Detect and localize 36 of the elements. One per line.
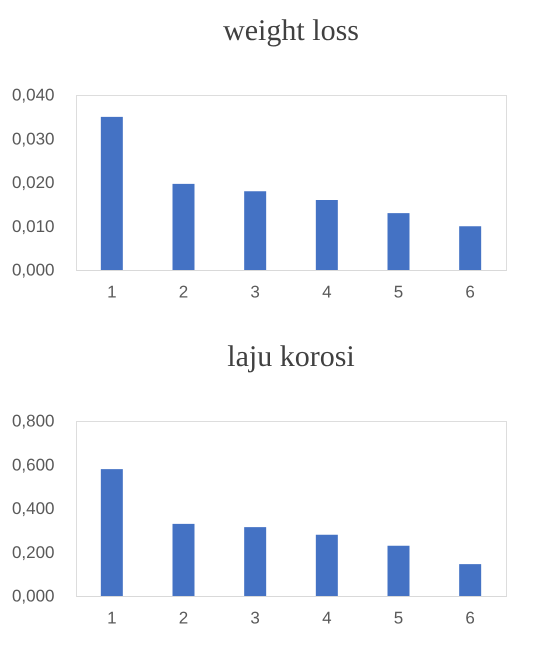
y-tick-label: 0,800	[12, 412, 54, 430]
x-tick-label: 6	[465, 282, 475, 302]
y-tick-label: 0,000	[12, 260, 54, 280]
x-tick-label: 4	[322, 608, 332, 628]
y-tick-label: 0,010	[12, 216, 54, 236]
bar	[172, 524, 194, 596]
y-tick-label: 0,000	[12, 586, 54, 606]
y-tick-label: 0,020	[12, 173, 54, 192]
x-tick-label: 1	[107, 282, 117, 302]
bar	[388, 213, 410, 270]
bar	[316, 200, 338, 270]
x-tick-label: 1	[107, 608, 117, 628]
x-tick-label: 6	[465, 608, 475, 628]
x-tick-label: 5	[394, 608, 404, 628]
bar	[172, 184, 194, 270]
bar	[459, 226, 482, 270]
x-tick-label: 5	[394, 282, 404, 302]
x-tick-label: 4	[322, 282, 332, 302]
bar	[244, 527, 266, 596]
chart-title: weight loss	[223, 14, 359, 47]
x-tick-label: 3	[250, 608, 260, 628]
y-tick-label: 0,040	[12, 86, 54, 104]
bar	[244, 191, 266, 270]
x-tick-label: 2	[178, 282, 188, 302]
bar	[100, 116, 123, 270]
bar	[100, 469, 123, 596]
bar	[459, 564, 482, 596]
chart-title: laju korosi	[227, 340, 355, 373]
y-tick-label: 0,200	[12, 542, 54, 562]
y-tick-label: 0,030	[12, 129, 54, 148]
bar	[316, 534, 338, 596]
y-tick-label: 0,400	[12, 499, 54, 518]
y-tick-label: 0,600	[12, 455, 54, 474]
x-tick-label: 3	[250, 282, 260, 302]
bar	[388, 546, 410, 596]
x-tick-label: 2	[178, 608, 188, 628]
